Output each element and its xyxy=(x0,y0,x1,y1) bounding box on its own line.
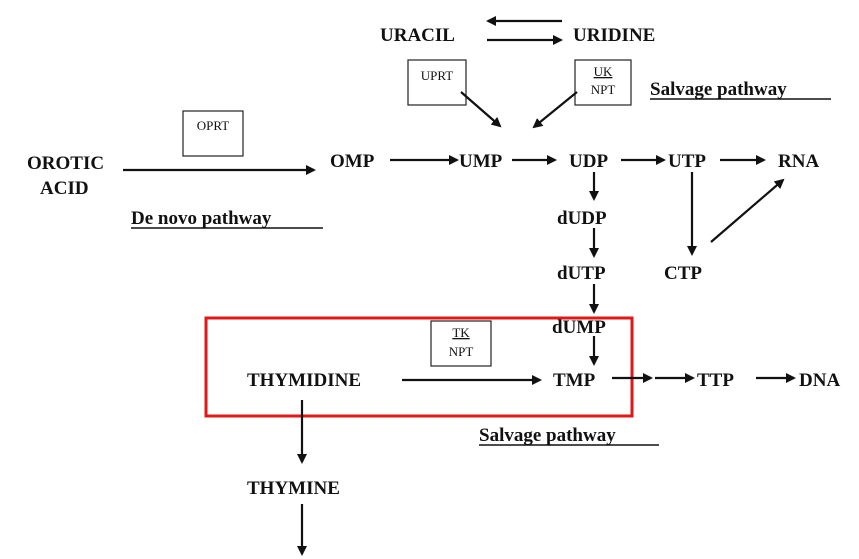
enzyme-npt-bottom: NPT xyxy=(449,344,474,359)
node-dna: DNA xyxy=(799,370,840,391)
node-ttp: TTP xyxy=(697,370,734,391)
node-dutp: dUTP xyxy=(557,263,606,284)
highlight-box xyxy=(204,316,634,418)
node-rna: RNA xyxy=(778,151,819,172)
arrow-uprt-to-ump xyxy=(460,91,502,128)
tk-npt-box-bottom xyxy=(430,320,492,367)
node-thymine: THYMINE xyxy=(247,478,340,499)
node-orotic-line2: ACID xyxy=(40,178,89,199)
enzyme-oprt: OPRT xyxy=(197,118,230,133)
node-tmp: TMP xyxy=(553,370,596,391)
enzyme-uprt: UPRT xyxy=(421,68,454,83)
arrow-uk-to-ump xyxy=(532,91,578,129)
node-utp: UTP xyxy=(668,151,706,172)
uprt-box xyxy=(407,59,467,106)
node-ctp: CTP xyxy=(664,263,702,284)
oprt-box xyxy=(182,110,244,157)
node-uracil: URACIL xyxy=(380,25,455,46)
node-uridine: URIDINE xyxy=(573,25,655,46)
node-thymidine: THYMIDINE xyxy=(247,370,361,391)
node-dudp: dUDP xyxy=(557,208,607,229)
label-salvage-bottom: Salvage pathway xyxy=(479,425,616,446)
label-de-novo: De novo pathway xyxy=(131,208,272,229)
arrow-ctp-to-rna xyxy=(710,178,785,243)
enzyme-npt-top: NPT xyxy=(591,82,616,97)
enzyme-tk: TK xyxy=(452,325,470,340)
node-orotic-line1: OROTIC xyxy=(27,153,104,174)
node-omp: OMP xyxy=(330,151,375,172)
node-ump: UMP xyxy=(459,151,503,172)
enzyme-uk: UK xyxy=(594,64,613,79)
label-salvage-top: Salvage pathway xyxy=(650,79,787,100)
uk-npt-box-top xyxy=(574,59,632,106)
node-dump: dUMP xyxy=(552,317,606,338)
node-udp: UDP xyxy=(569,151,608,172)
